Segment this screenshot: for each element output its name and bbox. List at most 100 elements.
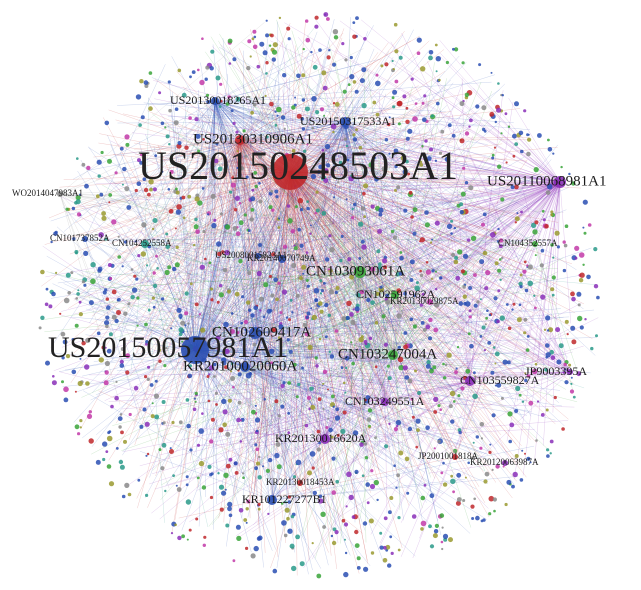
patent-node (484, 471, 490, 477)
patent-node (317, 397, 322, 402)
patent-node (185, 499, 192, 505)
citation-edge (324, 311, 342, 440)
patent-node (310, 404, 316, 410)
citation-edge (254, 332, 323, 419)
patent-node (280, 404, 285, 409)
citation-edge (109, 171, 291, 288)
citation-edge (199, 173, 561, 183)
patent-node (228, 62, 232, 65)
citation-edge (194, 170, 450, 351)
patent-node (75, 297, 78, 300)
citation-edge (214, 96, 400, 102)
patent-node (111, 289, 117, 295)
patent-node (231, 176, 235, 180)
citation-edge (108, 371, 571, 402)
patent-node (433, 529, 439, 534)
citation-edge (287, 238, 471, 382)
citation-edge (80, 139, 241, 429)
citation-edge (125, 324, 394, 356)
citation-edge (88, 121, 346, 311)
citation-edge (265, 121, 346, 320)
patent-node (151, 296, 155, 300)
patent-node (425, 261, 429, 264)
patent-node (232, 226, 238, 231)
citation-edge (181, 117, 561, 183)
patent-node (488, 495, 495, 502)
citation-edge (72, 100, 216, 180)
citation-edge (324, 438, 405, 443)
citation-edge (196, 171, 291, 359)
patent-node (593, 284, 599, 289)
citation-edge (149, 124, 561, 183)
patent-node (436, 101, 440, 106)
patent-node (139, 424, 144, 429)
patent-node (483, 349, 486, 352)
citation-edge (244, 288, 428, 368)
patent-node (450, 232, 453, 235)
patent-node (365, 261, 368, 265)
patent-node (462, 253, 469, 259)
patent-node (224, 224, 231, 230)
citation-edge (129, 171, 291, 377)
citation-edge (164, 272, 386, 403)
patent-node (405, 136, 410, 141)
citation-edge (97, 193, 361, 273)
citation-edge (211, 294, 396, 525)
citation-edge (178, 171, 291, 173)
patent-node (322, 369, 328, 374)
patent-node (551, 293, 555, 297)
citation-edge (89, 329, 256, 334)
patent-node (102, 441, 108, 447)
citation-edge (194, 43, 288, 351)
patent-node (189, 75, 192, 79)
citation-edge (315, 121, 346, 233)
patent-node (79, 357, 82, 360)
hub-label: JP2001001818A (418, 451, 479, 461)
patent-node (140, 115, 145, 120)
citation-edge (289, 171, 462, 197)
patent-node (576, 291, 582, 297)
citation-edge (289, 85, 419, 173)
citation-edge (214, 100, 366, 531)
citation-edge (169, 84, 196, 351)
citation-edge (344, 121, 532, 417)
citation-edge (317, 121, 346, 445)
citation-edge (214, 100, 528, 196)
citation-edge (79, 295, 394, 356)
patent-node (514, 409, 519, 413)
patent-node (189, 448, 193, 452)
citation-edge (135, 139, 241, 354)
citation-edge (324, 429, 535, 440)
citation-edge (209, 171, 291, 386)
citation-edge (182, 86, 291, 173)
patent-node (98, 232, 104, 238)
citation-edge (217, 93, 561, 183)
patent-node (220, 99, 223, 103)
citation-edge (245, 181, 561, 460)
patent-node (334, 329, 339, 333)
patent-node (97, 342, 100, 346)
patent-node (429, 544, 435, 549)
patent-node (145, 454, 148, 457)
citation-edge (217, 242, 506, 464)
patent-node (381, 166, 388, 172)
patent-node (277, 226, 281, 229)
citation-edge (254, 79, 276, 334)
patent-node (420, 495, 426, 501)
patent-node (484, 286, 489, 291)
citation-edge (131, 132, 561, 183)
patent-node (229, 329, 235, 334)
patent-node (430, 114, 434, 118)
patent-node (235, 524, 241, 530)
citation-edge (244, 311, 443, 368)
patent-node (180, 320, 186, 326)
patent-node (133, 274, 137, 278)
citation-edge (194, 248, 443, 351)
citation-edge (359, 85, 413, 273)
citation-edge (324, 245, 425, 440)
citation-edge (289, 171, 426, 484)
patent-node (290, 514, 295, 519)
patent-node (534, 362, 538, 366)
citation-edge (182, 100, 216, 344)
